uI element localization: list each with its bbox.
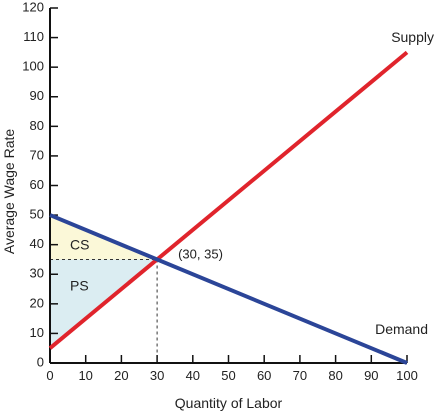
x-tick-label: 30 (150, 368, 164, 383)
surplus-areas (50, 215, 158, 349)
x-tick-label: 20 (114, 368, 128, 383)
y-tick-label: 70 (30, 147, 44, 162)
x-tick-label: 0 (46, 368, 53, 383)
y-tick-label: 80 (30, 118, 44, 133)
x-tick-label: 70 (293, 368, 307, 383)
x-tick-label: 60 (257, 368, 271, 383)
x-tick-label: 40 (186, 368, 200, 383)
series-line-supply (48, 50, 409, 350)
y-tick-label: 0 (37, 354, 44, 369)
y-tick-label: 120 (22, 0, 44, 14)
x-tick-label: 100 (396, 368, 418, 383)
y-tick-label: 50 (30, 207, 44, 222)
y-axis-title: Average Wage Rate (1, 129, 17, 255)
y-tick-label: 90 (30, 88, 44, 103)
x-tick-label: 90 (364, 368, 378, 383)
equilibrium-guides (50, 258, 158, 363)
y-tick-label: 30 (30, 266, 44, 281)
series-line-demand (49, 213, 408, 365)
series-lines (48, 50, 409, 365)
y-tick-label: 100 (22, 59, 44, 74)
series-label-supply: Supply (391, 29, 434, 45)
y-tick-label: 20 (30, 295, 44, 310)
area-label-cs: CS (70, 236, 89, 252)
y-tick-label: 60 (30, 177, 44, 192)
x-tick-label: 10 (78, 368, 92, 383)
area-label-ps: PS (70, 278, 89, 294)
x-tick-label: 80 (328, 368, 342, 383)
x-tick-label: 50 (221, 368, 235, 383)
y-tick-label: 40 (30, 236, 44, 251)
series-label-demand: Demand (375, 321, 428, 337)
equilibrium-label: (30, 35) (178, 246, 223, 261)
chart-labels: CS PS Quantity of Labor Average Wage Rate Su… (1, 29, 434, 411)
x-axis-title: Quantity of Labor (175, 395, 283, 411)
y-tick-label: 110 (23, 29, 44, 44)
axes: 0 10 20 30 40 50 60 70 80 90 100 110 120 0 10 20 30 40 50 6… (22, 0, 418, 383)
y-tick-label: 10 (30, 325, 44, 340)
